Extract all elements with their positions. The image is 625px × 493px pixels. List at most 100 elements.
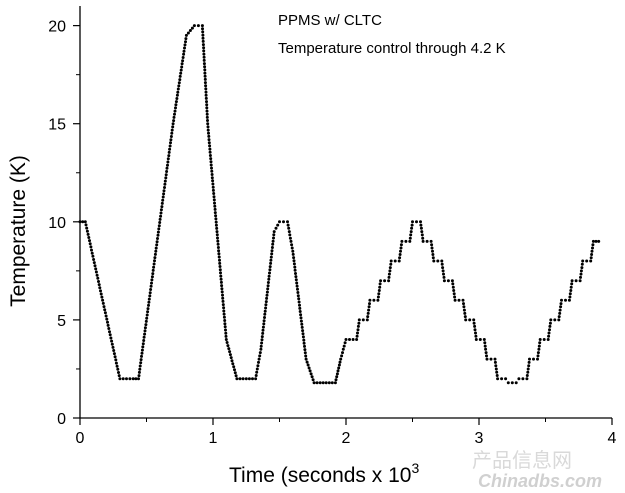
- data-point: [156, 230, 160, 234]
- data-point: [368, 302, 371, 306]
- data-point: [210, 166, 213, 170]
- data-point: [297, 300, 301, 304]
- data-point: [86, 232, 90, 236]
- data-point: [97, 283, 101, 287]
- data-point: [137, 374, 141, 378]
- data-point: [569, 289, 573, 292]
- data-point: [93, 264, 97, 268]
- data-point: [310, 375, 314, 379]
- data-point: [232, 365, 236, 369]
- data-point: [178, 74, 182, 78]
- data-point: [292, 262, 296, 266]
- data-point: [205, 106, 209, 110]
- data-point: [567, 298, 571, 302]
- data-point: [202, 49, 206, 53]
- data-point: [388, 266, 392, 270]
- data-point: [182, 52, 186, 56]
- data-point: [214, 214, 218, 218]
- data-point: [318, 381, 322, 385]
- data-point: [590, 253, 594, 256]
- data-point: [289, 239, 293, 243]
- data-point: [570, 282, 574, 286]
- data-point: [203, 74, 207, 78]
- data-point: [92, 258, 96, 261]
- data-point: [579, 275, 582, 279]
- y-tick-label: 10: [48, 215, 66, 232]
- data-point: [366, 311, 370, 315]
- data-point: [219, 280, 223, 284]
- data-point: [494, 367, 498, 371]
- data-point: [591, 243, 595, 247]
- data-point: [292, 256, 296, 260]
- data-point: [208, 154, 212, 157]
- data-point: [537, 344, 541, 348]
- data-point: [234, 374, 238, 378]
- data-point: [344, 338, 348, 341]
- data-point: [258, 351, 262, 355]
- data-point: [233, 368, 236, 372]
- data-point: [164, 176, 168, 180]
- data-point: [293, 265, 297, 269]
- data-point: [500, 377, 504, 381]
- data-point: [570, 279, 574, 283]
- data-point: [547, 334, 551, 338]
- data-point: [452, 292, 456, 296]
- data-point: [453, 295, 457, 299]
- data-point: [128, 377, 132, 381]
- data-point: [210, 169, 214, 173]
- data-point: [306, 363, 310, 367]
- data-point: [526, 370, 530, 374]
- tick-marks: [73, 25, 613, 425]
- data-point: [112, 352, 116, 356]
- data-point: [574, 279, 578, 283]
- data-point: [260, 341, 264, 345]
- data-point: [493, 360, 497, 364]
- data-point: [105, 317, 109, 321]
- data-point: [168, 147, 172, 151]
- data-point: [537, 347, 541, 351]
- data-point: [278, 220, 281, 224]
- data-point: [340, 354, 344, 358]
- data-point: [294, 278, 298, 282]
- data-point: [568, 295, 572, 299]
- data-point: [536, 351, 540, 355]
- data-point: [307, 366, 311, 370]
- data-point: [201, 43, 205, 47]
- data-point: [143, 332, 147, 336]
- data-point: [225, 341, 229, 344]
- data-point: [223, 319, 227, 322]
- data-point: [224, 328, 227, 332]
- data-point: [591, 239, 595, 243]
- y-tick-label: 0: [57, 411, 66, 428]
- data-point: [109, 336, 113, 340]
- data-point: [334, 378, 338, 382]
- data-point: [266, 284, 270, 288]
- data-point: [184, 40, 187, 44]
- data-point: [203, 81, 207, 85]
- data-point: [261, 328, 265, 332]
- data-point: [224, 338, 228, 341]
- data-point: [148, 294, 152, 298]
- data-point: [201, 27, 204, 31]
- x-tick-label: 1: [209, 430, 218, 447]
- data-point: [183, 43, 187, 47]
- data-point: [339, 357, 343, 361]
- data-point: [224, 334, 228, 338]
- data-point: [558, 308, 562, 312]
- data-point: [399, 246, 403, 250]
- data-point: [261, 331, 265, 335]
- data-point: [131, 377, 135, 381]
- data-point: [357, 318, 361, 322]
- data-point: [247, 377, 251, 381]
- x-tick-label: 0: [76, 430, 85, 447]
- data-point: [235, 377, 239, 381]
- data-point: [268, 265, 272, 269]
- data-point: [149, 288, 153, 291]
- data-point: [121, 377, 125, 381]
- data-point: [293, 268, 297, 272]
- data-point: [204, 96, 208, 100]
- data-point: [209, 160, 213, 164]
- data-point: [92, 261, 96, 265]
- data-point: [101, 301, 105, 305]
